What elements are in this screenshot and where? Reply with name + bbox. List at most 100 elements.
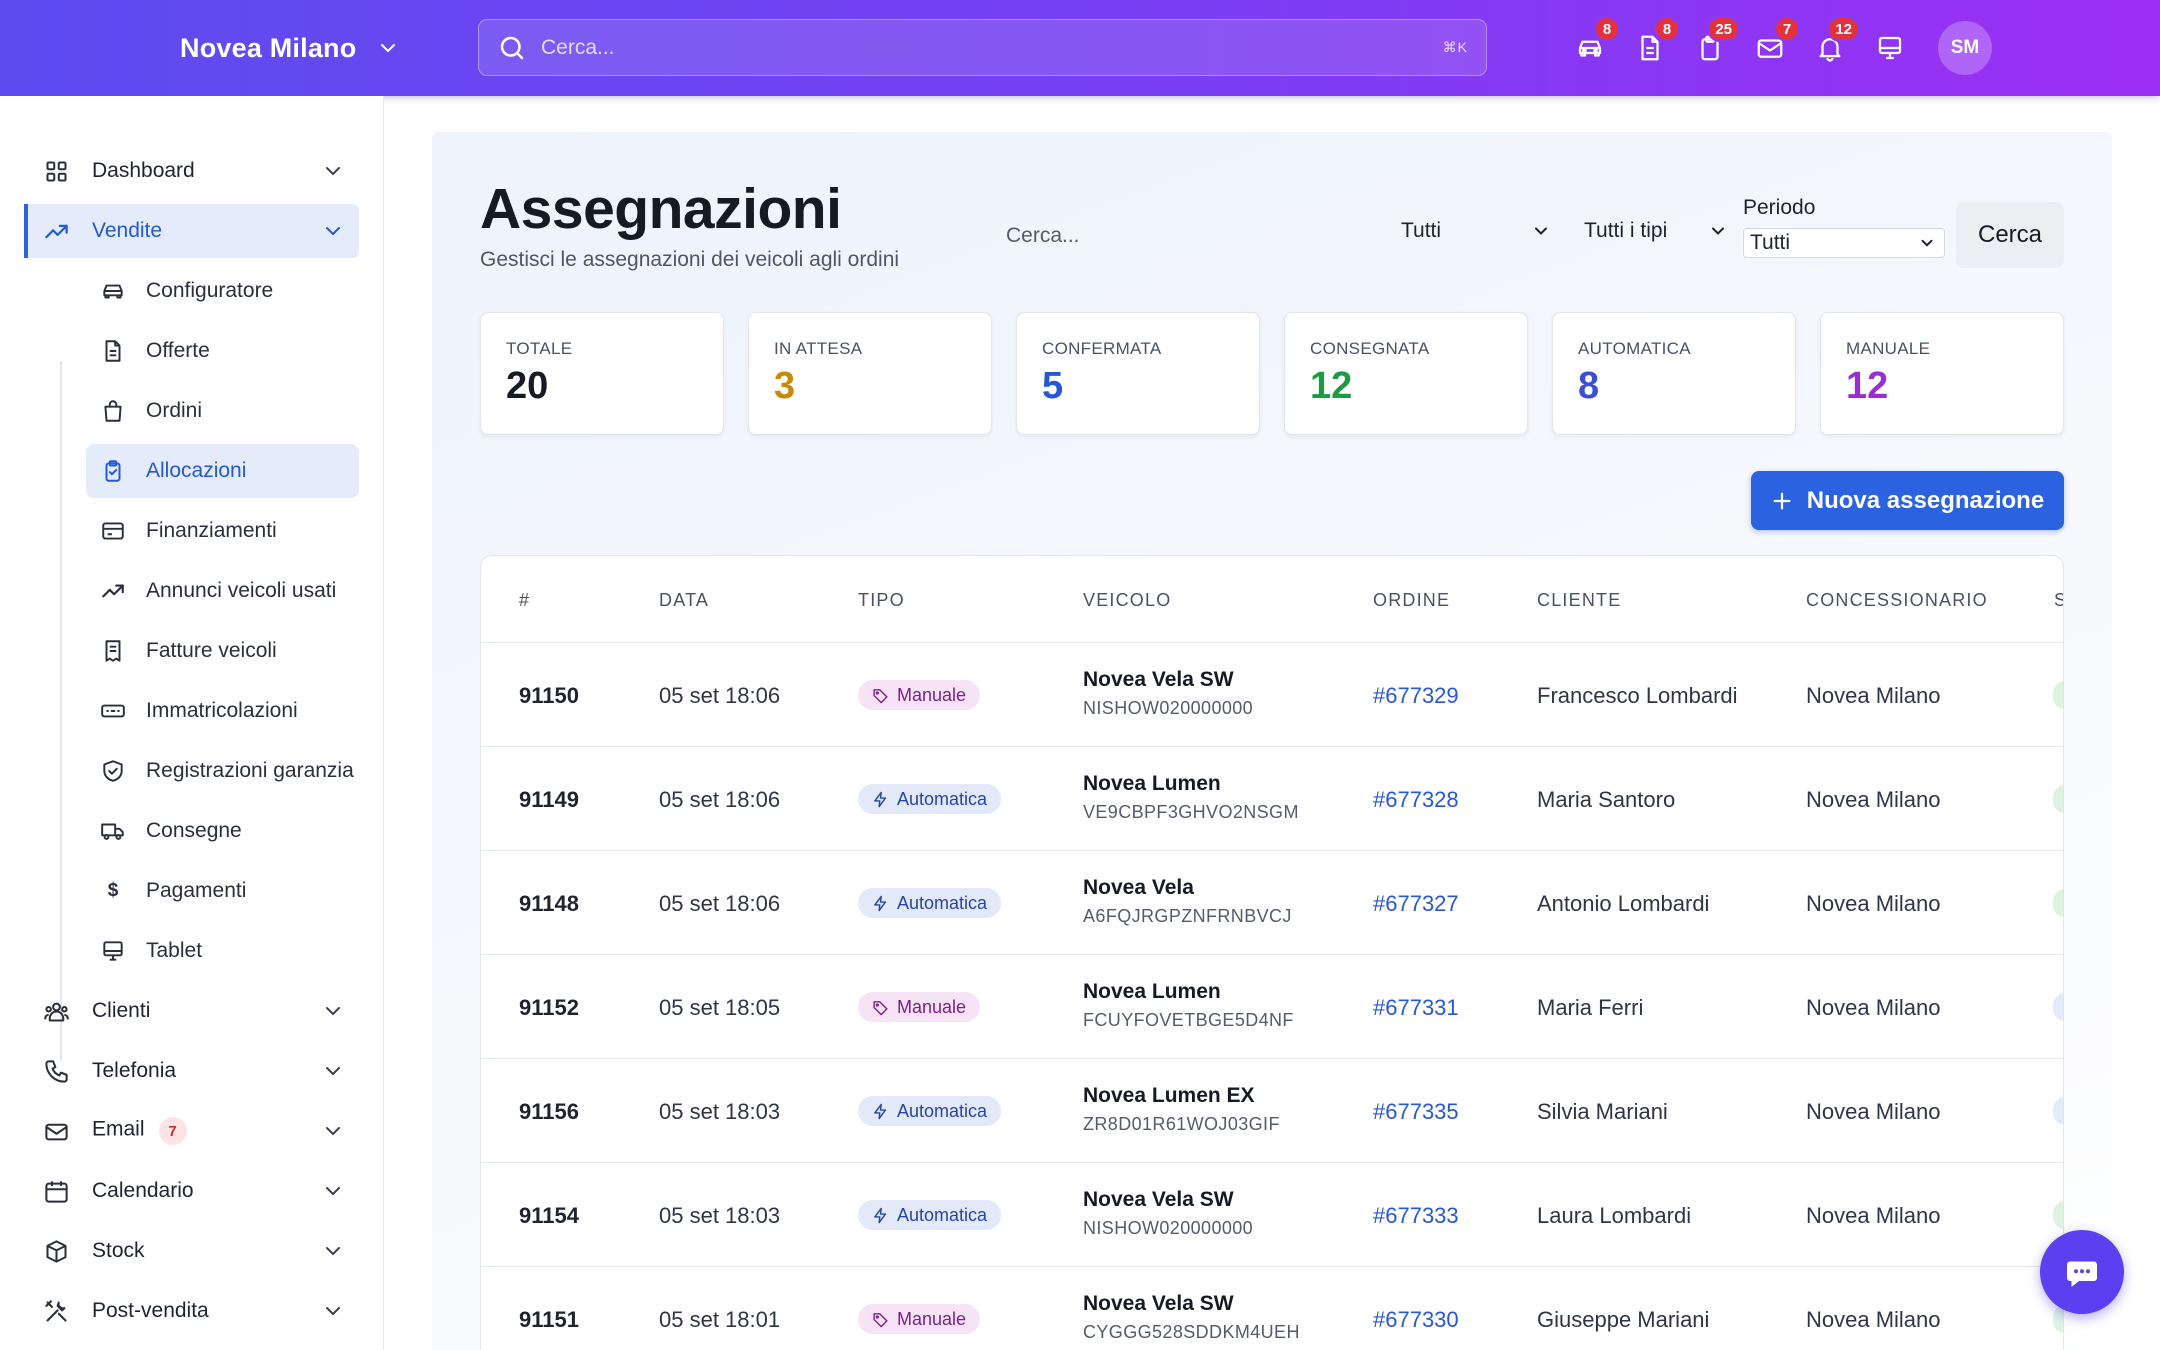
sidebar-subitem-label: Registrazioni garanzia (146, 759, 354, 782)
type-badge: Automatica (858, 1200, 1002, 1230)
cell-id: 91148 (519, 891, 579, 916)
documents-button[interactable]: 8 (1632, 16, 1680, 68)
bolt-icon (872, 791, 889, 808)
notifications-button[interactable]: 12 (1812, 16, 1860, 68)
period-label: Periodo (1743, 196, 1816, 219)
table-row[interactable]: 91150 05 set 18:06 Manuale Novea Vela SW NIS… (481, 643, 2063, 747)
sidebar-subitem-fatture[interactable]: Fatture veicoli (86, 624, 359, 678)
vehicle-vin: NISHOW020000000 (1083, 698, 1254, 718)
status-badge (2053, 889, 2063, 917)
sidebar-item-post-vendita[interactable]: Post-vendita (24, 1284, 359, 1338)
email-label: Email (92, 1117, 145, 1141)
chevron-down-icon (321, 159, 345, 183)
stat-card-pending: IN ATTESA 3 (748, 312, 992, 435)
type-filter[interactable]: Tutti i tipi (1584, 219, 1728, 243)
sidebar-subitem-configuratore[interactable]: Configuratore (86, 264, 359, 318)
order-link[interactable]: #677329 (1373, 683, 1459, 708)
user-avatar[interactable]: SM (1938, 21, 1992, 75)
table-row[interactable]: 91151 05 set 18:01 Manuale Novea Vela SW CYG… (481, 1267, 2063, 1350)
cell-id: 91152 (519, 995, 579, 1020)
sidebar-subitem-ordini[interactable]: Ordini (86, 384, 359, 438)
type-badge: Manuale (858, 992, 981, 1022)
sidebar-item-email[interactable]: Email 7 (24, 1104, 359, 1158)
car-button[interactable]: 8 (1572, 16, 1620, 68)
cell-id: 91151 (519, 1307, 579, 1332)
monitor-icon (1875, 33, 1905, 63)
brand-switcher[interactable]: Novea Milano (180, 0, 400, 96)
sidebar-subitem-finanziamenti[interactable]: Finanziamenti (86, 504, 359, 558)
sidebar-item-dashboard[interactable]: Dashboard (24, 144, 359, 198)
status-filter[interactable]: Tutti (1401, 219, 1551, 243)
vehicle-vin: NISHOW020000000 (1083, 1218, 1254, 1238)
sidebar-subitem-immatricolazioni[interactable]: Immatricolazioni (86, 684, 359, 738)
status-badge (2053, 681, 2063, 709)
search-button[interactable]: Cerca (1956, 202, 2064, 268)
column-header-dealer[interactable]: CONCESSIONARIO (1806, 590, 1988, 610)
monitor-icon (86, 938, 140, 964)
table-row[interactable]: 91154 05 set 18:03 Automatica Novea Vela SW… (481, 1163, 2063, 1267)
tag-icon (872, 999, 889, 1016)
sidebar-subitem-garanzia[interactable]: Registrazioni garanzia (86, 744, 359, 798)
sidebar-subitem-consegne[interactable]: Consegne (86, 804, 359, 858)
column-header-status[interactable]: S (2054, 590, 2063, 611)
stat-value: 3 (774, 365, 796, 407)
stat-value: 20 (506, 365, 549, 407)
order-link[interactable]: #677327 (1373, 891, 1459, 916)
sidebar-subitem-label: Annunci veicoli usati (146, 579, 337, 602)
sidebar-item-clienti[interactable]: Clienti (24, 984, 359, 1038)
order-link[interactable]: #677331 (1373, 995, 1459, 1020)
trending-up-icon (38, 218, 74, 245)
order-link[interactable]: #677328 (1373, 787, 1459, 812)
sidebar-subitem-label: Fatture veicoli (146, 639, 277, 662)
stat-label: IN ATTESA (774, 339, 863, 358)
cell-client: Antonio Lombardi (1537, 891, 1710, 916)
receipt-icon (86, 638, 140, 664)
global-search[interactable]: ⌘K (478, 19, 1487, 76)
sidebar-subitem-label: Configuratore (146, 279, 274, 302)
sidebar-subitem-pagamenti[interactable]: $ Pagamenti (86, 864, 359, 918)
monitor-button[interactable] (1872, 28, 1908, 68)
chevron-down-icon (376, 36, 400, 60)
column-header-client[interactable]: CLIENTE (1537, 590, 1622, 610)
chat-button[interactable] (2040, 1230, 2124, 1314)
column-header-vehicle[interactable]: VEICOLO (1083, 590, 1172, 610)
order-link[interactable]: #677330 (1373, 1307, 1459, 1332)
cell-dealer: Novea Milano (1806, 1307, 1941, 1332)
sidebar-item-telefonia[interactable]: Telefonia (24, 1044, 359, 1098)
sidebar-subitem-allocazioni[interactable]: Allocazioni (86, 444, 359, 498)
cell-date: 05 set 18:03 (659, 1203, 781, 1228)
sidebar-subitem-tablet[interactable]: Tablet (86, 924, 359, 978)
mail-button[interactable]: 7 (1752, 16, 1800, 68)
bolt-icon (872, 1103, 889, 1120)
column-header-id[interactable]: # (519, 590, 531, 610)
sidebar-subitem-label: Offerte (146, 339, 210, 362)
table-row[interactable]: 91149 05 set 18:06 Automatica Novea Lumen VE… (481, 747, 2063, 851)
truck-icon (86, 818, 140, 844)
sidebar-item-calendario[interactable]: Calendario (24, 1164, 359, 1218)
filter-search-input[interactable] (990, 216, 1310, 256)
column-header-type[interactable]: TIPO (858, 590, 905, 610)
period-select[interactable]: Tutti (1743, 228, 1945, 258)
cell-client: Silvia Mariani (1537, 1099, 1668, 1124)
sidebar-subitem-offerte[interactable]: Offerte (86, 324, 359, 378)
table-row[interactable]: 91148 05 set 18:06 Automatica Novea Vela A6F… (481, 851, 2063, 955)
order-link[interactable]: #677333 (1373, 1203, 1459, 1228)
vehicle-vin: A6FQJRGPZNFRNBVCJ (1083, 906, 1292, 926)
tasks-button[interactable]: 25 (1692, 16, 1740, 68)
column-header-order[interactable]: ORDINE (1373, 590, 1451, 610)
new-assignment-button[interactable]: Nuova assegnazione (1751, 471, 2064, 530)
sidebar-item-vendite[interactable]: Vendite (24, 204, 359, 258)
column-header-date[interactable]: DATA (659, 590, 710, 610)
tag-icon (872, 1311, 889, 1328)
sidebar-subitem-annunci[interactable]: Annunci veicoli usati (86, 564, 359, 618)
status-badge (2053, 1097, 2063, 1125)
global-search-input[interactable] (541, 35, 1443, 60)
order-link[interactable]: #677335 (1373, 1099, 1459, 1124)
type-badge-label: Automatica (897, 1100, 988, 1121)
sidebar-item-stock[interactable]: Stock (24, 1224, 359, 1278)
table-row[interactable]: 91152 05 set 18:05 Manuale Novea Lumen FCUYF… (481, 955, 2063, 1059)
status-badge (2053, 993, 2063, 1021)
cell-date: 05 set 18:05 (659, 995, 781, 1020)
table-row[interactable]: 91156 05 set 18:03 Automatica Novea Lumen E… (481, 1059, 2063, 1163)
sidebar-subitem-label: Tablet (146, 939, 203, 962)
